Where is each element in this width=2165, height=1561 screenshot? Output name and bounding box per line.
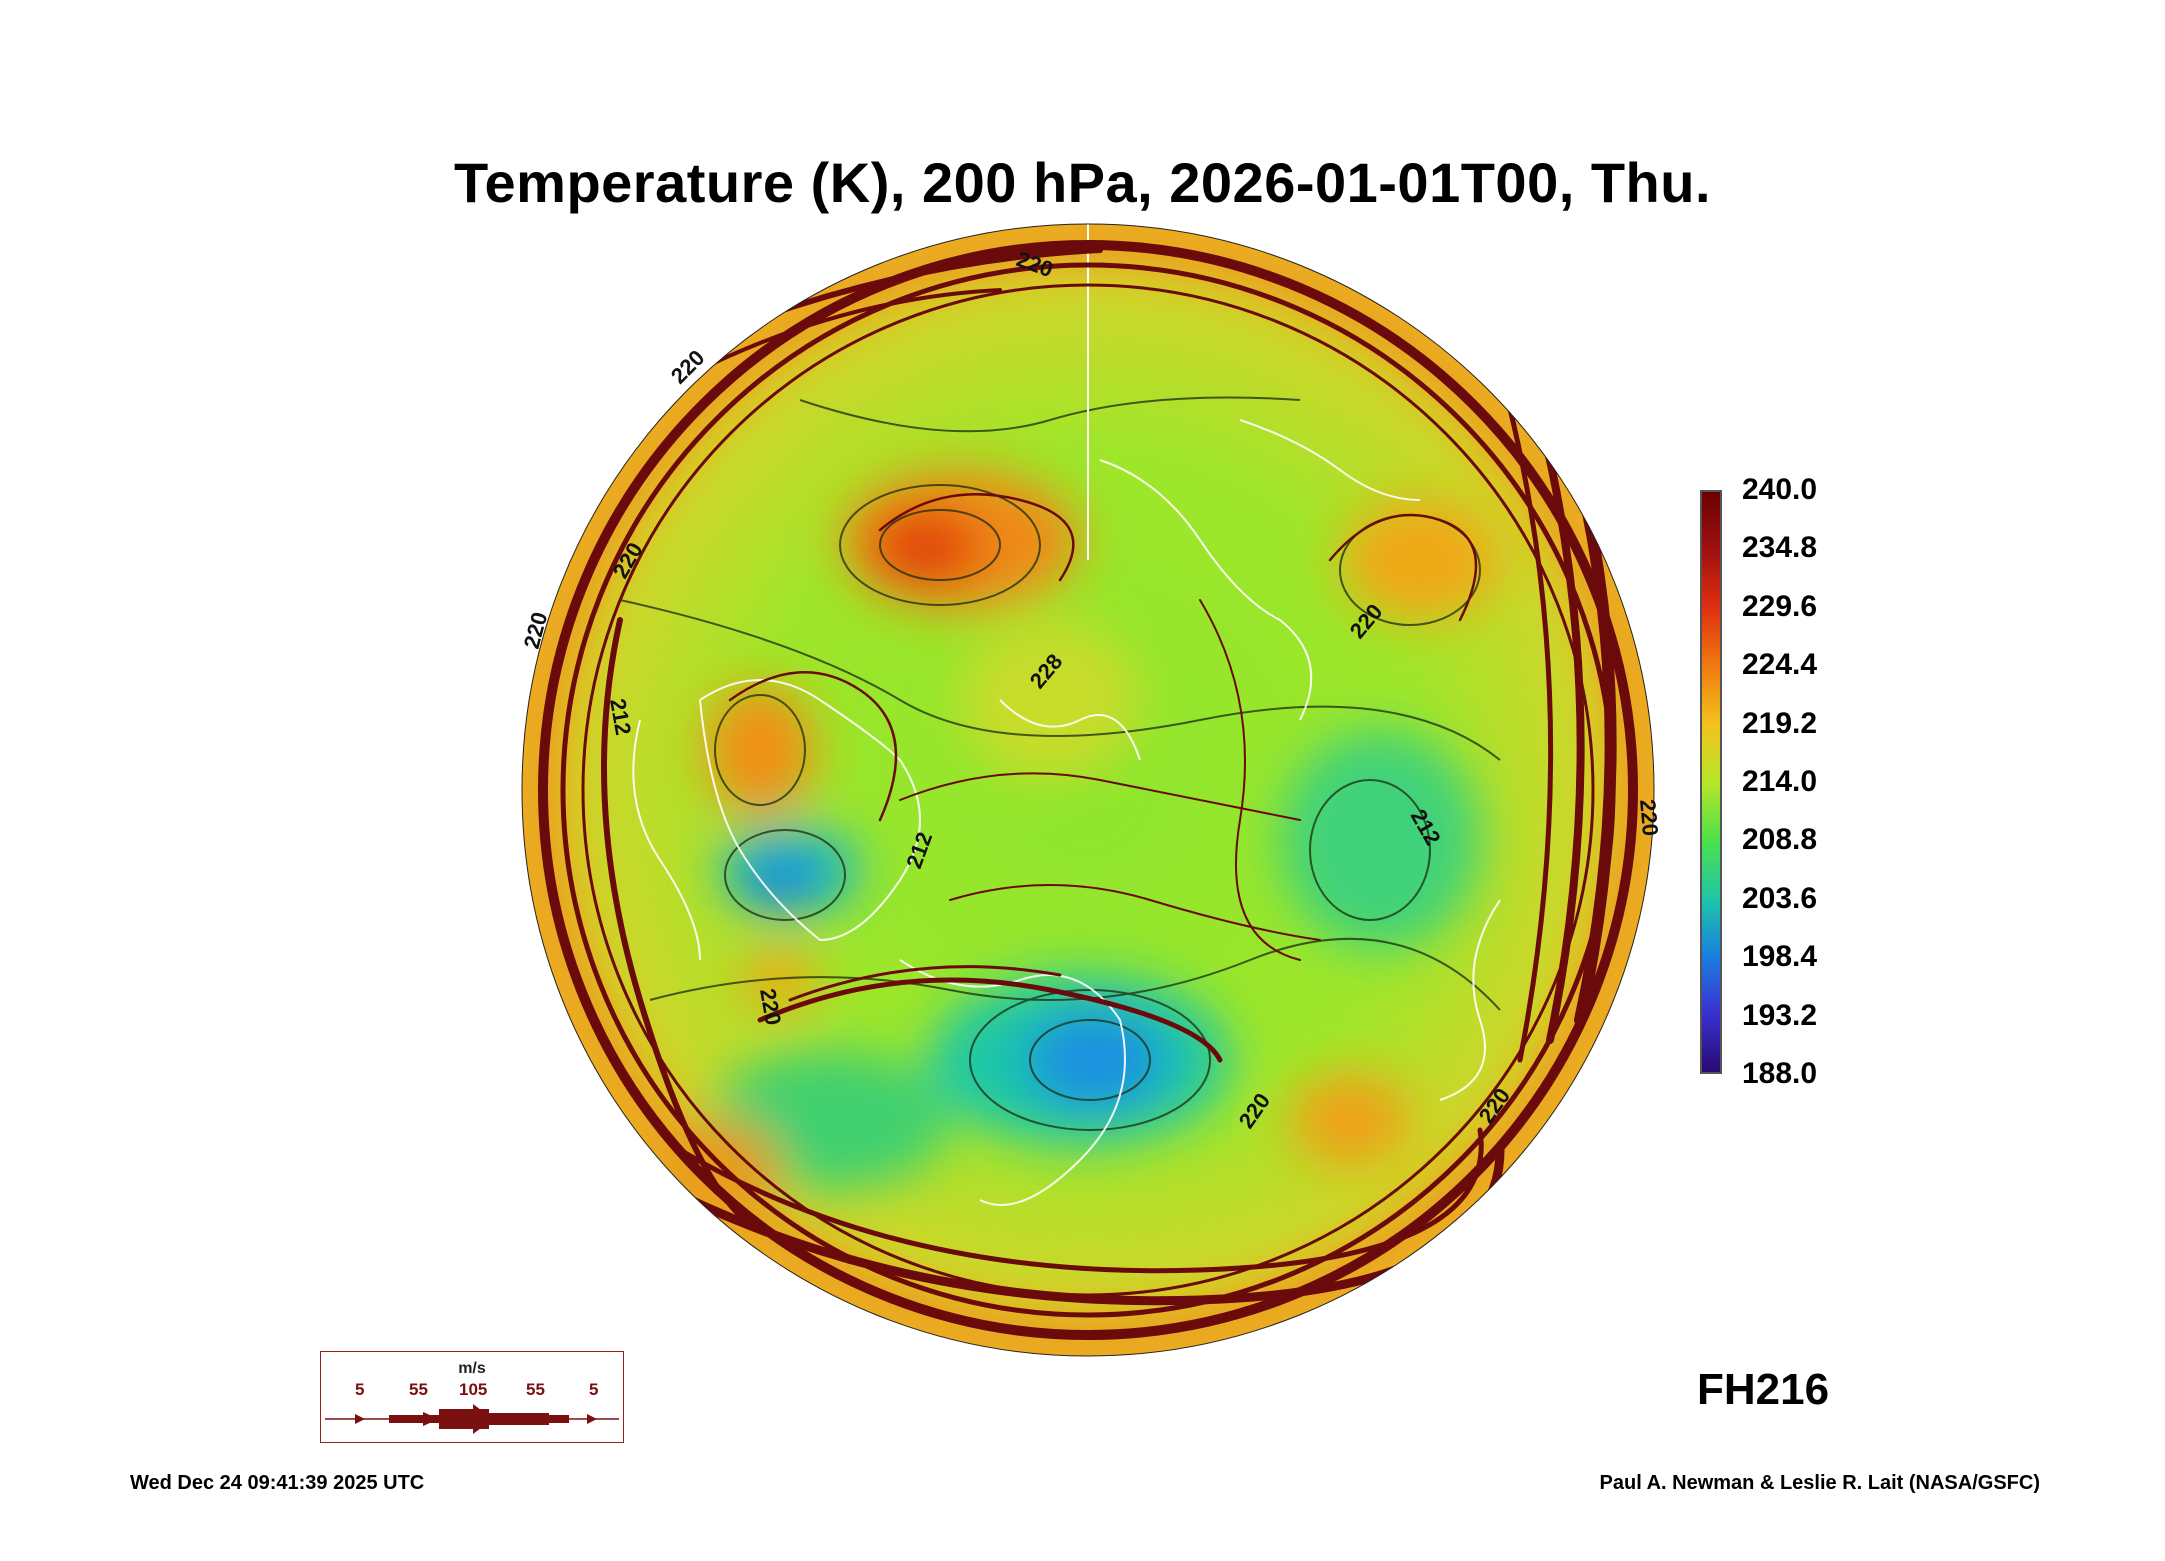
wind-legend-unit: m/s	[458, 1360, 486, 1377]
colorbar-labels: 240.0 234.8 229.6 224.4 219.2 214.0 208.8 203.6…	[1742, 470, 1862, 1090]
contour-label: 220	[1635, 798, 1663, 837]
wind-legend-value: 55	[526, 1380, 545, 1399]
wind-speed-legend: m/s 5 55 105 55 5	[320, 1351, 624, 1443]
colorbar-tick-label: 219.2	[1742, 706, 1818, 740]
forecast-hour: FH216	[1697, 1365, 1830, 1414]
wind-legend-value: 55	[409, 1380, 428, 1399]
colorbar-tick-label: 203.6	[1742, 881, 1818, 915]
colorbar-tick-label: 188.0	[1742, 1057, 1818, 1090]
globe-field	[522, 224, 1654, 1356]
colorbar-tick-label: 208.8	[1742, 823, 1818, 857]
colorbar-tick-label: 234.8	[1742, 531, 1818, 565]
colorbar	[1700, 490, 1722, 1074]
colorbar-tick-label: 198.4	[1742, 940, 1818, 974]
wind-legend-value: 105	[459, 1380, 488, 1399]
generation-timestamp: Wed Dec 24 09:41:39 2025 UTC	[130, 1472, 425, 1494]
colorbar-tick-label: 224.4	[1742, 648, 1818, 682]
credit-text: Paul A. Newman & Leslie R. Lait (NASA/GS…	[1599, 1472, 2040, 1494]
colorbar-tick-label: 214.0	[1742, 765, 1818, 798]
wind-legend-arrow-icon	[325, 1404, 619, 1434]
wind-legend-value: 5	[355, 1380, 365, 1399]
map-title: Temperature (K), 200 hPa, 2026-01-01T00,…	[453, 151, 1712, 214]
wind-legend-value: 5	[589, 1380, 599, 1399]
colorbar-tick-label: 229.6	[1742, 589, 1818, 623]
colorbar-tick-label: 193.2	[1742, 998, 1818, 1032]
colorbar-tick-label: 240.0	[1742, 473, 1818, 506]
